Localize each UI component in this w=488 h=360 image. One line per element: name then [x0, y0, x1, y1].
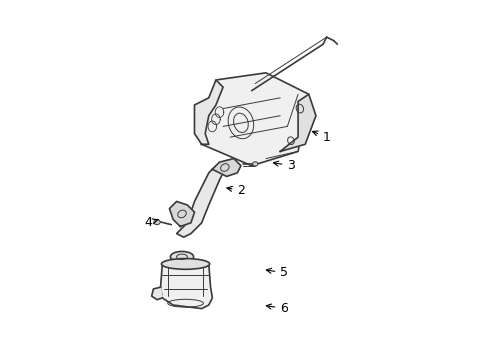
Polygon shape — [151, 287, 162, 300]
Text: 4: 4 — [144, 216, 158, 229]
Polygon shape — [169, 202, 194, 226]
Polygon shape — [212, 158, 241, 176]
Polygon shape — [160, 264, 212, 309]
Polygon shape — [280, 94, 315, 152]
Text: 5: 5 — [266, 266, 287, 279]
Text: 2: 2 — [226, 184, 244, 197]
Ellipse shape — [161, 258, 209, 269]
Text: 1: 1 — [312, 131, 330, 144]
Ellipse shape — [153, 220, 160, 225]
Polygon shape — [176, 166, 223, 237]
Polygon shape — [201, 73, 308, 166]
Ellipse shape — [170, 251, 193, 262]
Text: 3: 3 — [273, 159, 295, 172]
Text: 6: 6 — [266, 302, 287, 315]
Ellipse shape — [252, 162, 257, 166]
Polygon shape — [194, 80, 223, 144]
